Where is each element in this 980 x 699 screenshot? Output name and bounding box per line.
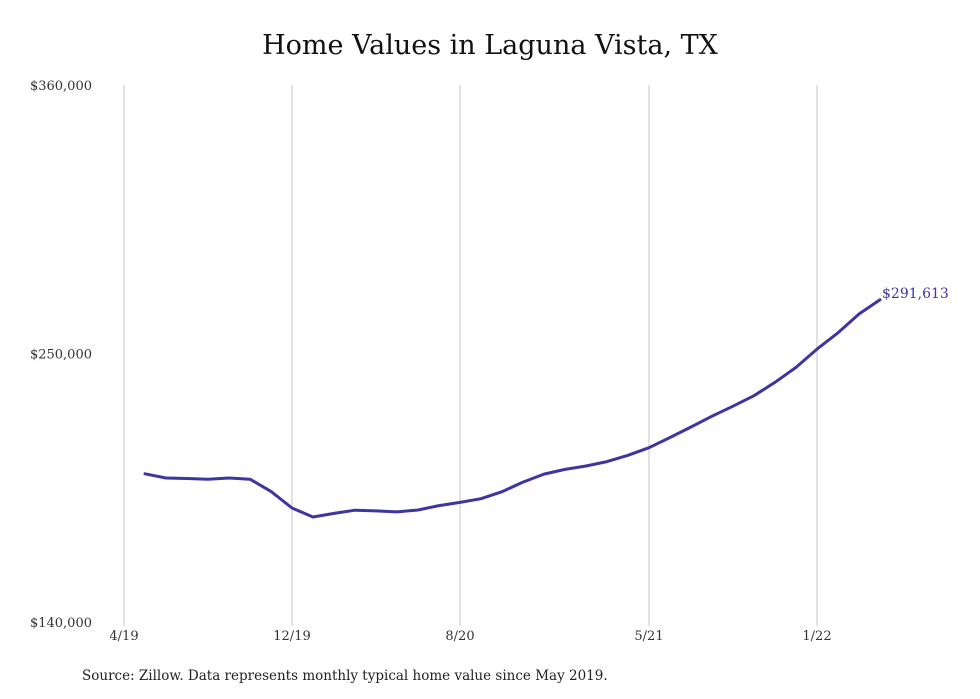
series-line (143, 298, 882, 519)
x-tick-label: 5/21 (634, 629, 663, 644)
y-tick-label: $250,000 (30, 348, 92, 363)
source-note: Source: Zillow. Data represents monthly … (82, 668, 608, 684)
chart-title: Home Values in Laguna Vista, TX (262, 30, 718, 61)
y-tick-label: $140,000 (30, 616, 92, 631)
end-value-label: $291,613 (882, 286, 949, 302)
x-tick-label: 8/20 (445, 629, 474, 644)
x-tick-label: 4/19 (109, 629, 138, 644)
x-tick-label: 1/22 (802, 629, 831, 644)
y-tick-label: $360,000 (30, 79, 92, 94)
x-tick-label: 12/19 (273, 629, 310, 644)
